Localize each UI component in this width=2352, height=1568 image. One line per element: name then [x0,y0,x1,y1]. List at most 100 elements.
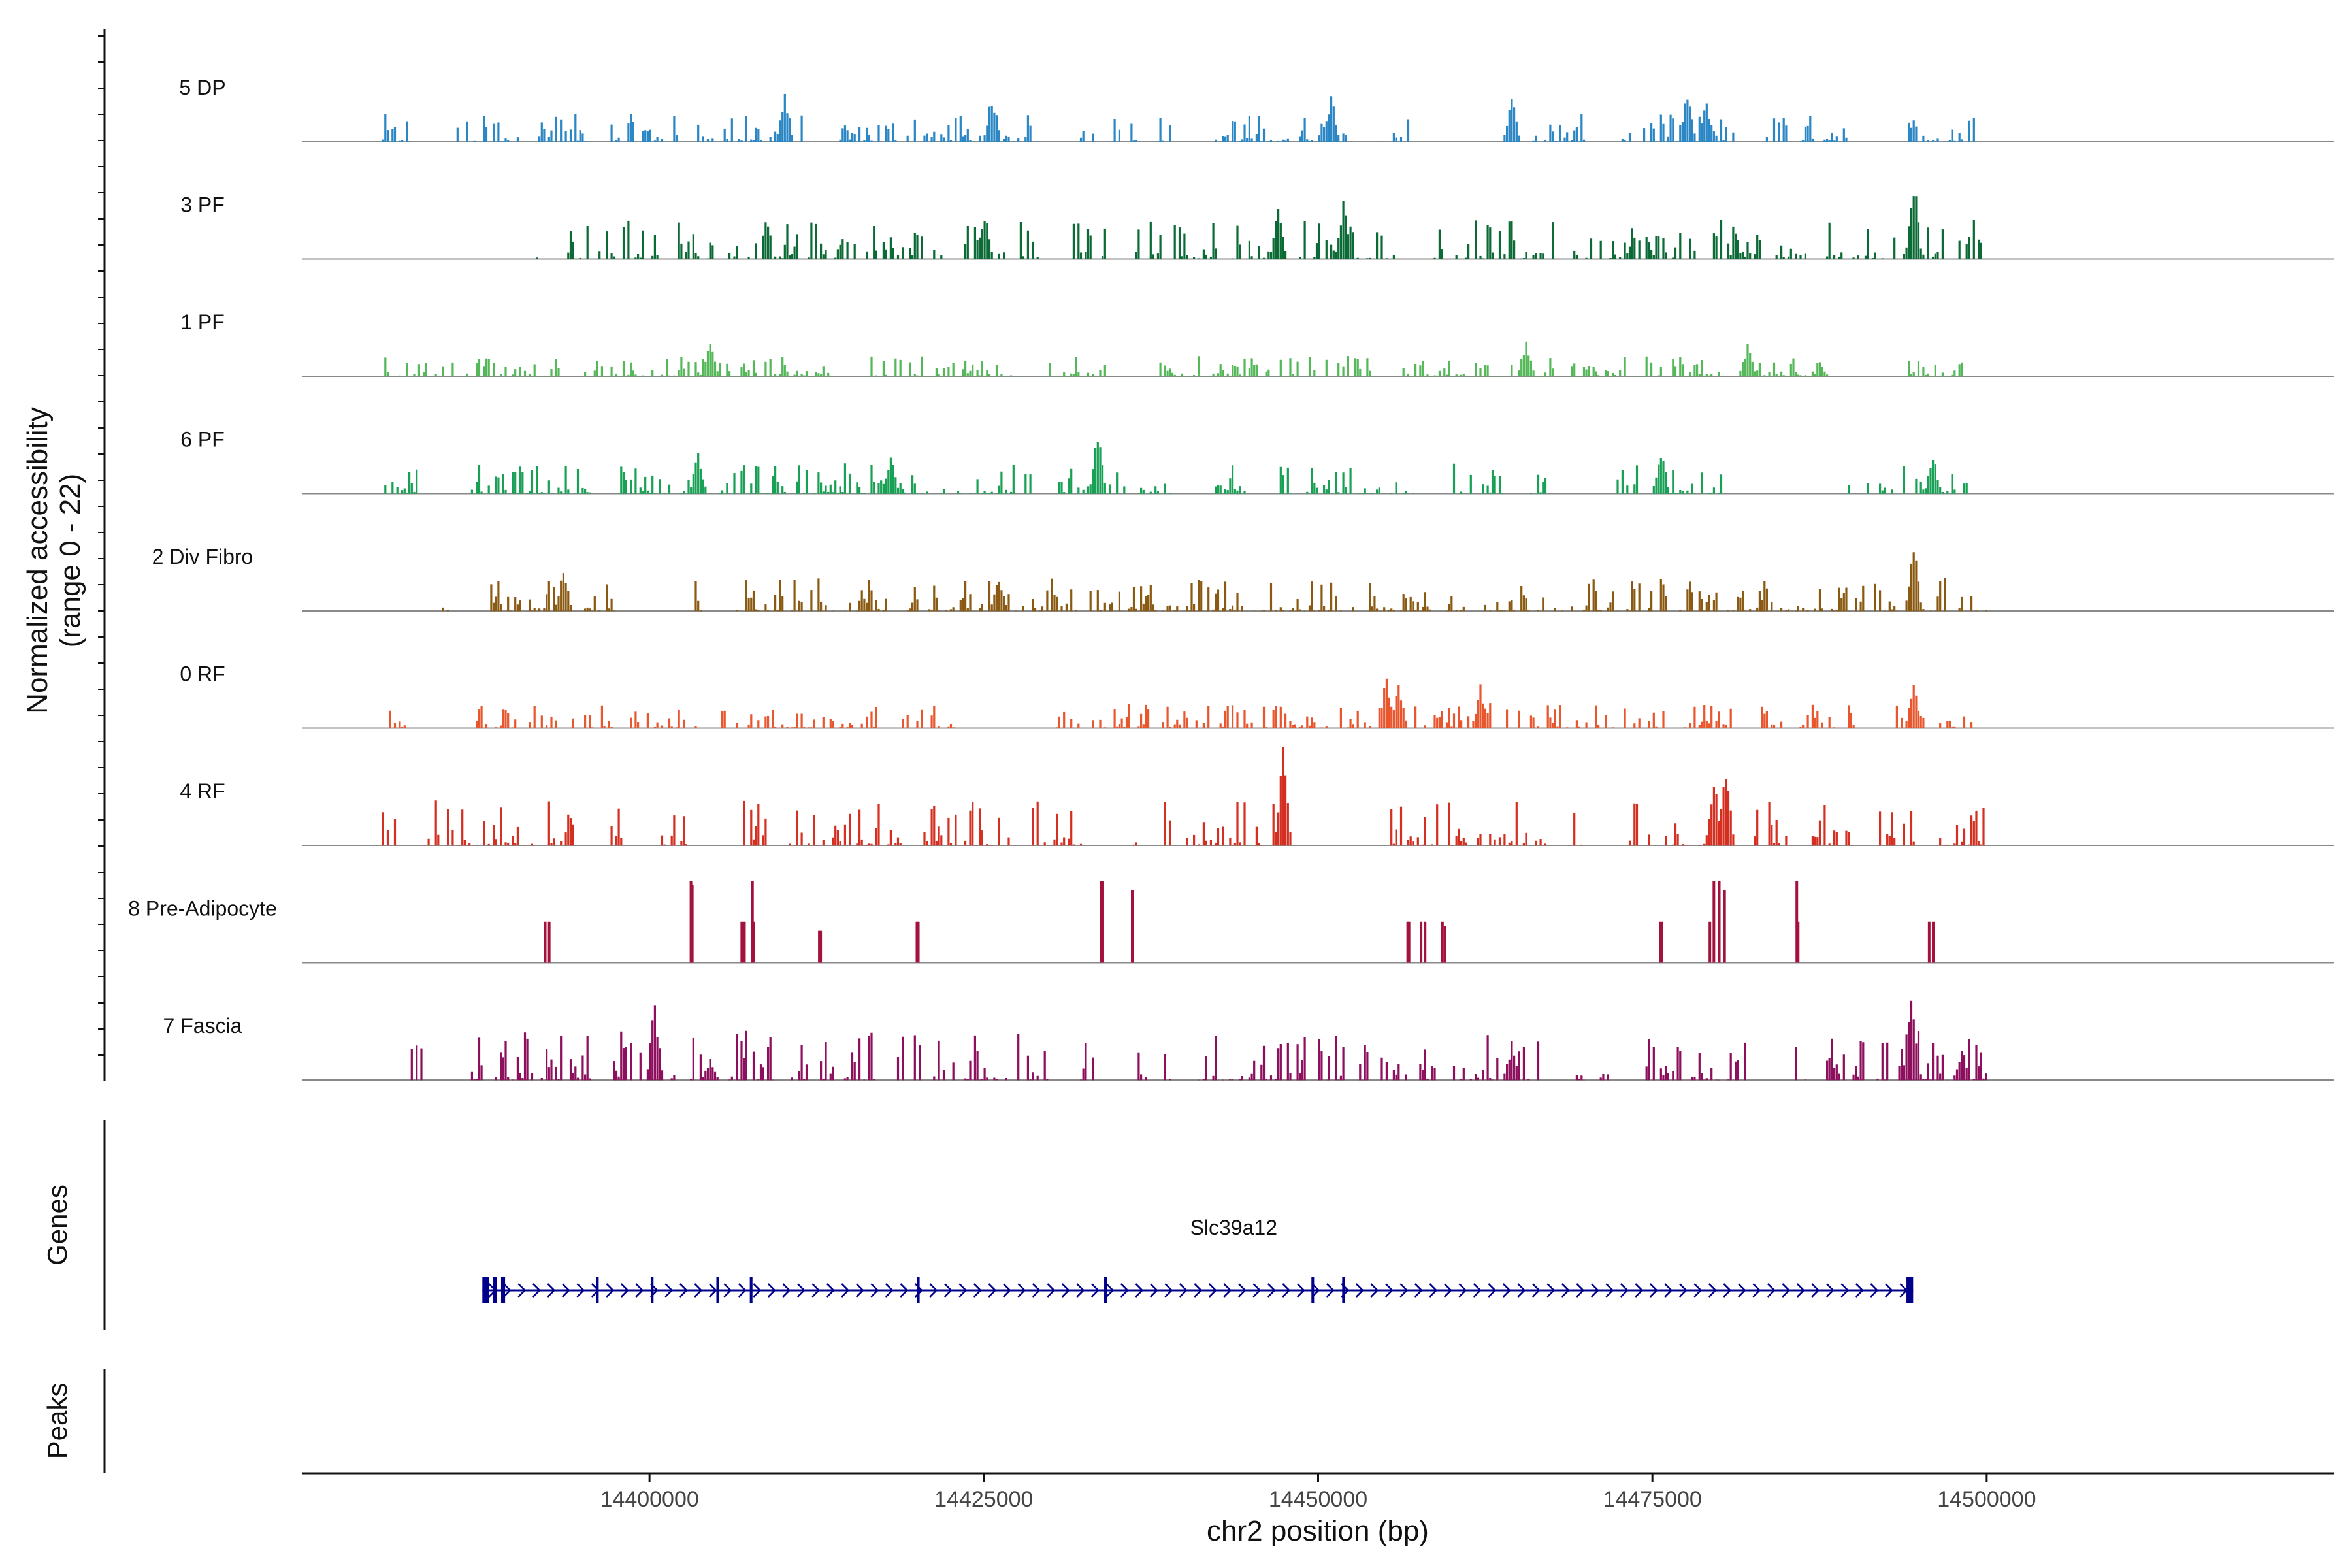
track-label: 7 Fascia [163,1014,242,1037]
track: 3 PF [180,193,2334,260]
strand-chevron [796,1283,806,1298]
strand-chevron [1473,1283,1482,1298]
strand-chevron [1620,1283,1629,1298]
strand-chevron [958,1283,968,1298]
strand-chevron [1311,1283,1320,1298]
strand-chevron [900,1283,909,1298]
coverage-spike [1659,921,1662,963]
track-label: 6 PF [180,428,225,451]
strand-chevron [1017,1283,1026,1298]
strand-chevron [1002,1283,1011,1298]
strand-chevron [1825,1283,1835,1298]
strand-chevron [1855,1283,1864,1298]
strand-chevron [1517,1283,1526,1298]
gene-exon [493,1277,497,1303]
strand-chevron [1370,1283,1379,1298]
track: 5 DP [179,76,2334,142]
coverage-spike [740,921,743,963]
strand-chevron [1546,1283,1556,1298]
strand-chevron [1664,1283,1673,1298]
strand-chevron [1032,1283,1041,1298]
strand-chevron [1502,1283,1511,1298]
coverage-spike [1718,881,1721,963]
strand-chevron [1414,1283,1423,1298]
strand-chevron [1576,1283,1585,1298]
x-tick-label: 14500000 [1937,1487,2036,1512]
strand-chevron [1164,1283,1173,1298]
strand-chevron [1767,1283,1776,1298]
strand-chevron [1708,1283,1717,1298]
strand-chevron [576,1283,585,1298]
strand-chevron [1384,1283,1394,1298]
strand-chevron [1149,1283,1158,1298]
strand-chevron [1120,1283,1129,1298]
strand-chevron [1355,1283,1364,1298]
coverage-spike [1660,921,1663,963]
strand-chevron [753,1283,762,1298]
coverage-spike [1441,921,1444,963]
strand-chevron [502,1283,512,1298]
strand-chevron [1870,1283,1879,1298]
track-label: 0 RF [180,662,225,686]
x-axis-ticks: 14400000 14425000 14450000 14475000 14500000 [600,1473,2036,1512]
strand-chevron [1840,1283,1850,1298]
track: 1 PF [180,310,2334,377]
x-axis-title: chr2 position (bp) [1207,1515,1429,1547]
strand-chevron [1076,1283,1085,1298]
strand-chevron [708,1283,717,1298]
strand-chevron [841,1283,850,1298]
strand-chevron [1252,1283,1262,1298]
strand-chevron [1090,1283,1100,1298]
coverage-area [386,678,1973,728]
track: 4 RF [180,747,2334,846]
strand-chevron [723,1283,732,1298]
coverage-spike [1443,926,1446,963]
gene-track: Slc39a12 [482,1216,1914,1303]
coverage-spike [689,881,693,963]
strand-chevron [885,1283,894,1298]
coverage-spike [1100,881,1103,963]
strand-chevron [973,1283,982,1298]
coverage-spike [1131,889,1134,963]
coverage-area [382,341,1963,377]
coverage-spike [1723,889,1726,963]
strand-chevron [1752,1283,1761,1298]
coverage-y-ticks [98,35,105,1056]
peaks-side-label: Peaks [42,1383,73,1460]
y-axis-title-line2: (range 0 - 22) [54,474,86,648]
strand-chevron [1061,1283,1070,1298]
strand-chevron [1782,1283,1791,1298]
strand-chevron [929,1283,938,1298]
x-tick-label: 14400000 [600,1487,699,1512]
strand-chevron [738,1283,747,1298]
strand-chevron [1884,1283,1893,1298]
strand-chevron [826,1283,835,1298]
strand-chevron [1429,1283,1438,1298]
coverage-area [410,1000,1987,1081]
gene-label: Slc39a12 [1190,1216,1277,1239]
x-tick-label: 14450000 [1269,1487,1367,1512]
coverage-spike [544,921,547,963]
gene-exon [749,1277,753,1303]
strand-chevron [811,1283,821,1298]
strand-chevron [1796,1283,1805,1298]
track: 7 Fascia [163,1000,2334,1081]
coverage-spike [818,930,821,963]
strand-chevron [1237,1283,1247,1298]
track: 2 Div Fibro [152,545,2334,612]
strand-chevron [664,1283,674,1298]
strand-chevron [635,1283,644,1298]
strand-chevron [1678,1283,1688,1298]
strand-chevron [1605,1283,1614,1298]
strand-chevron [1811,1283,1820,1298]
x-tick-label: 14425000 [934,1487,1033,1512]
gene-exon [482,1277,489,1303]
coverage-spike [915,921,919,963]
strand-chevron [547,1283,556,1298]
strand-chevron [855,1283,864,1298]
strand-chevron [694,1283,703,1298]
gene-exon [1342,1277,1345,1303]
coverage-spike [1712,881,1716,963]
coverage-area [442,552,1987,612]
coverage-spike [1406,921,1409,963]
